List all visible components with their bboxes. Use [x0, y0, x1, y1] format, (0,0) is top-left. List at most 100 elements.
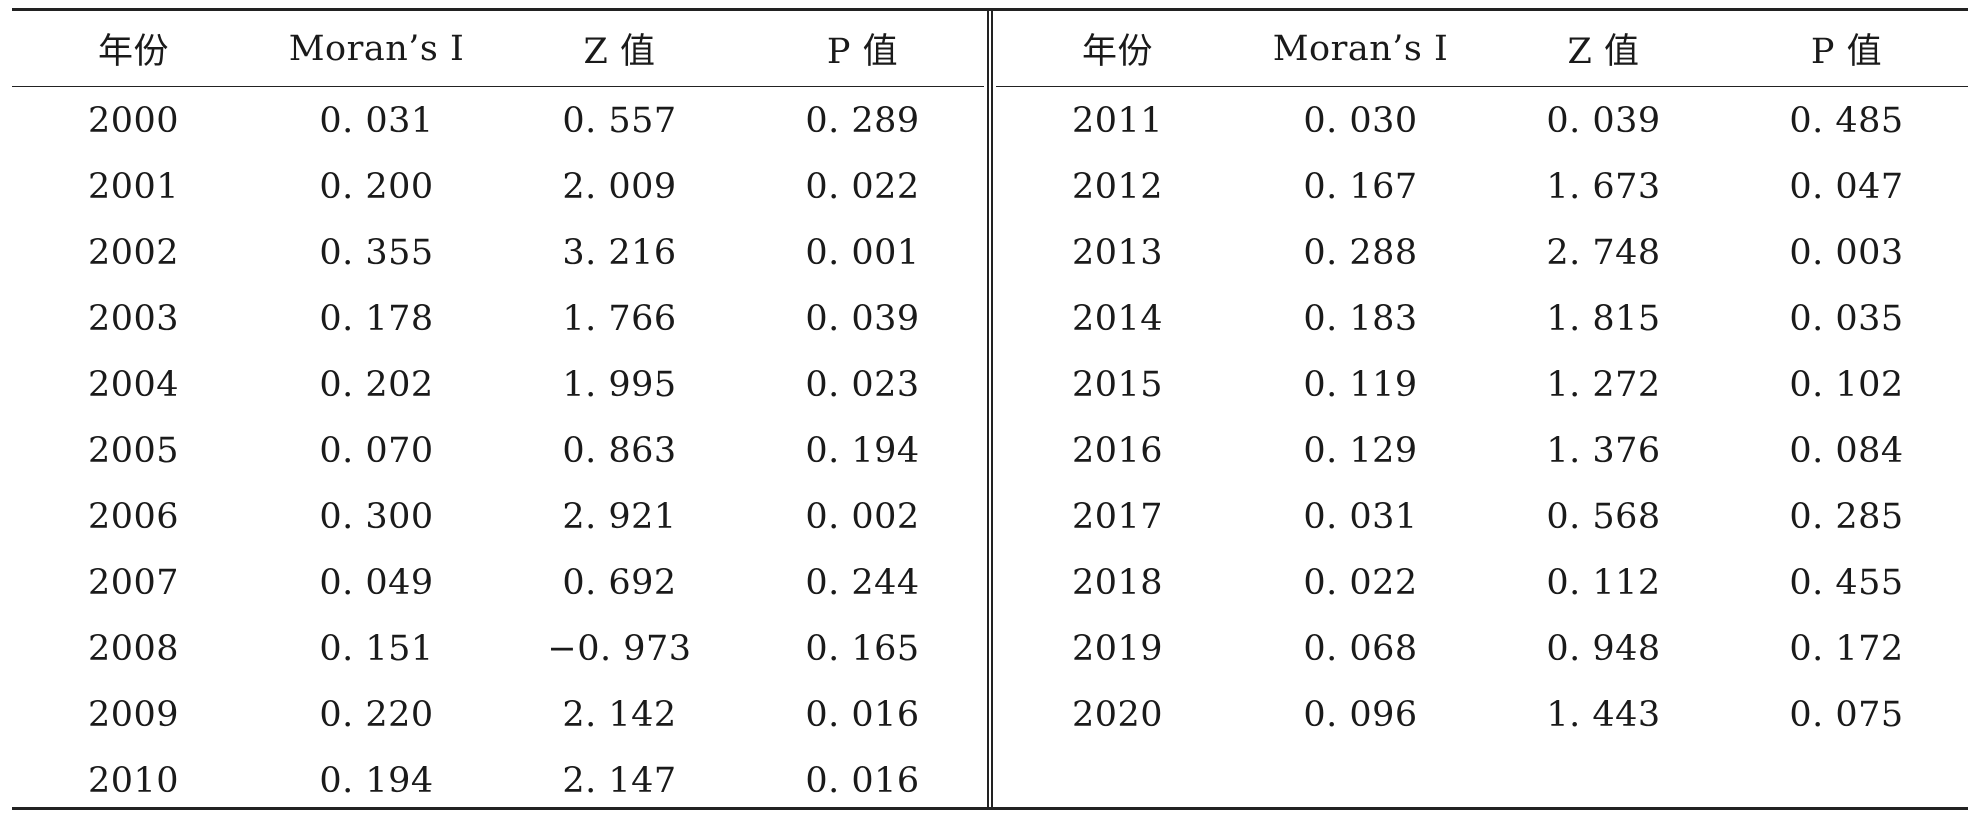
cell-p-value: 0. 023	[805, 365, 920, 405]
cell-year: 2014	[1071, 299, 1164, 339]
table-right-half: 年份 Moran’s I Z 值 P 值 2011 0. 030 0. 039 0. …	[996, 11, 1968, 807]
cell-year: 2007	[87, 563, 180, 603]
cell-z-value: 1. 376	[1546, 431, 1661, 471]
cell-z-value: −0. 973	[547, 629, 692, 669]
cell-p-value: 0. 194	[805, 431, 920, 471]
cell-p-value: 0. 035	[1789, 299, 1904, 339]
header-morans-i: Moran’s I	[1272, 28, 1449, 69]
cell-z-value: 1. 815	[1546, 299, 1661, 339]
cell-morans-i: 0. 220	[319, 695, 434, 735]
cell-p-value: 0. 039	[805, 299, 920, 339]
cell-p-value: 0. 075	[1789, 695, 1904, 735]
cell-year: 2016	[1071, 431, 1164, 471]
cell-p-value: 0. 289	[805, 101, 920, 141]
cell-p-value: 0. 172	[1789, 629, 1904, 669]
cell-z-value: 1. 766	[562, 299, 677, 339]
cell-p-value: 0. 102	[1789, 365, 1904, 405]
table-header-right: 年份 Moran’s I Z 值 P 值	[996, 11, 1968, 87]
header-morans-i: Moran’s I	[288, 28, 465, 69]
cell-year: 2001	[87, 167, 180, 207]
cell-p-value: 0. 285	[1789, 497, 1904, 537]
cell-z-value: 2. 147	[562, 761, 677, 801]
table-row: 2016 0. 129 1. 376 0. 084	[996, 418, 1968, 484]
table-header-left: 年份 Moran’s I Z 值 P 值	[12, 11, 984, 87]
cell-p-value: 0. 001	[805, 233, 920, 273]
cell-year: 2010	[87, 761, 180, 801]
cell-morans-i: 0. 151	[319, 629, 434, 669]
cell-p-value: 0. 165	[805, 629, 920, 669]
table-row: 2010 0. 194 2. 147 0. 016	[12, 748, 984, 814]
cell-year: 2013	[1071, 233, 1164, 273]
cell-z-value: 1. 272	[1546, 365, 1661, 405]
cell-year: 2000	[87, 101, 180, 141]
table-row: 2001 0. 200 2. 009 0. 022	[12, 154, 984, 220]
table-row: 2003 0. 178 1. 766 0. 039	[12, 286, 984, 352]
cell-morans-i: 0. 119	[1303, 365, 1418, 405]
cell-year: 2005	[87, 431, 180, 471]
cell-morans-i: 0. 129	[1303, 431, 1418, 471]
cell-z-value: 2. 921	[562, 497, 677, 537]
cell-year: 2012	[1071, 167, 1164, 207]
cell-year: 2018	[1071, 563, 1164, 603]
cell-z-value: 0. 557	[562, 101, 677, 141]
cell-morans-i: 0. 049	[319, 563, 434, 603]
cell-morans-i: 0. 031	[319, 101, 434, 141]
cell-morans-i: 0. 200	[319, 167, 434, 207]
table-row: 2002 0. 355 3. 216 0. 001	[12, 220, 984, 286]
cell-z-value: 1. 443	[1546, 695, 1661, 735]
table-row: 2005 0. 070 0. 863 0. 194	[12, 418, 984, 484]
table-row: 2009 0. 220 2. 142 0. 016	[12, 682, 984, 748]
table-row: 2011 0. 030 0. 039 0. 485	[996, 88, 1968, 154]
cell-morans-i: 0. 202	[319, 365, 434, 405]
table-row: 2019 0. 068 0. 948 0. 172	[996, 616, 1968, 682]
header-p-value: P 值	[1810, 32, 1883, 72]
cell-z-value: 0. 568	[1546, 497, 1661, 537]
header-p-value: P 值	[826, 32, 899, 72]
table-left-half: 年份 Moran’s I Z 值 P 值 2000 0. 031 0. 557 0. …	[12, 11, 984, 807]
cell-morans-i: 0. 355	[319, 233, 434, 273]
cell-p-value: 0. 016	[805, 761, 920, 801]
cell-morans-i: 0. 031	[1303, 497, 1418, 537]
table-row: 2013 0. 288 2. 748 0. 003	[996, 220, 1968, 286]
cell-morans-i: 0. 288	[1303, 233, 1418, 273]
cell-morans-i: 0. 183	[1303, 299, 1418, 339]
table-row: 2004 0. 202 1. 995 0. 023	[12, 352, 984, 418]
cell-morans-i: 0. 030	[1303, 101, 1418, 141]
cell-year: 2011	[1071, 101, 1164, 141]
cell-year: 2017	[1071, 497, 1164, 537]
moran-table: 年份 Moran’s I Z 值 P 值 2000 0. 031 0. 557 0. …	[12, 8, 1968, 810]
cell-p-value: 0. 084	[1789, 431, 1904, 471]
table-body-right: 2011 0. 030 0. 039 0. 485 2012 0. 167 1. 673 0.…	[996, 88, 1968, 748]
cell-p-value: 0. 047	[1789, 167, 1904, 207]
header-z-value: Z 值	[1567, 32, 1640, 72]
table-row: 2017 0. 031 0. 568 0. 285	[996, 484, 1968, 550]
cell-z-value: 0. 112	[1546, 563, 1661, 603]
cell-year: 2006	[87, 497, 180, 537]
table-row: 2008 0. 151 −0. 973 0. 165	[12, 616, 984, 682]
header-year: 年份	[1081, 32, 1153, 72]
cell-z-value: 2. 142	[562, 695, 677, 735]
cell-z-value: 3. 216	[562, 233, 677, 273]
cell-morans-i: 0. 167	[1303, 167, 1418, 207]
table-row: 2006 0. 300 2. 921 0. 002	[12, 484, 984, 550]
cell-year: 2015	[1071, 365, 1164, 405]
cell-p-value: 0. 455	[1789, 563, 1904, 603]
header-year: 年份	[97, 32, 169, 72]
cell-z-value: 0. 863	[562, 431, 677, 471]
cell-morans-i: 0. 194	[319, 761, 434, 801]
table-body-left: 2000 0. 031 0. 557 0. 289 2001 0. 200 2. 009 0.…	[12, 88, 984, 814]
cell-year: 2003	[87, 299, 180, 339]
cell-morans-i: 0. 300	[319, 497, 434, 537]
cell-p-value: 0. 002	[805, 497, 920, 537]
cell-p-value: 0. 003	[1789, 233, 1904, 273]
table-row: 2000 0. 031 0. 557 0. 289	[12, 88, 984, 154]
cell-year: 2009	[87, 695, 180, 735]
table-row: 2014 0. 183 1. 815 0. 035	[996, 286, 1968, 352]
cell-p-value: 0. 244	[805, 563, 920, 603]
cell-p-value: 0. 022	[805, 167, 920, 207]
header-z-value: Z 值	[583, 32, 656, 72]
table-row: 2018 0. 022 0. 112 0. 455	[996, 550, 1968, 616]
cell-year: 2019	[1071, 629, 1164, 669]
cell-z-value: 1. 673	[1546, 167, 1661, 207]
cell-p-value: 0. 016	[805, 695, 920, 735]
